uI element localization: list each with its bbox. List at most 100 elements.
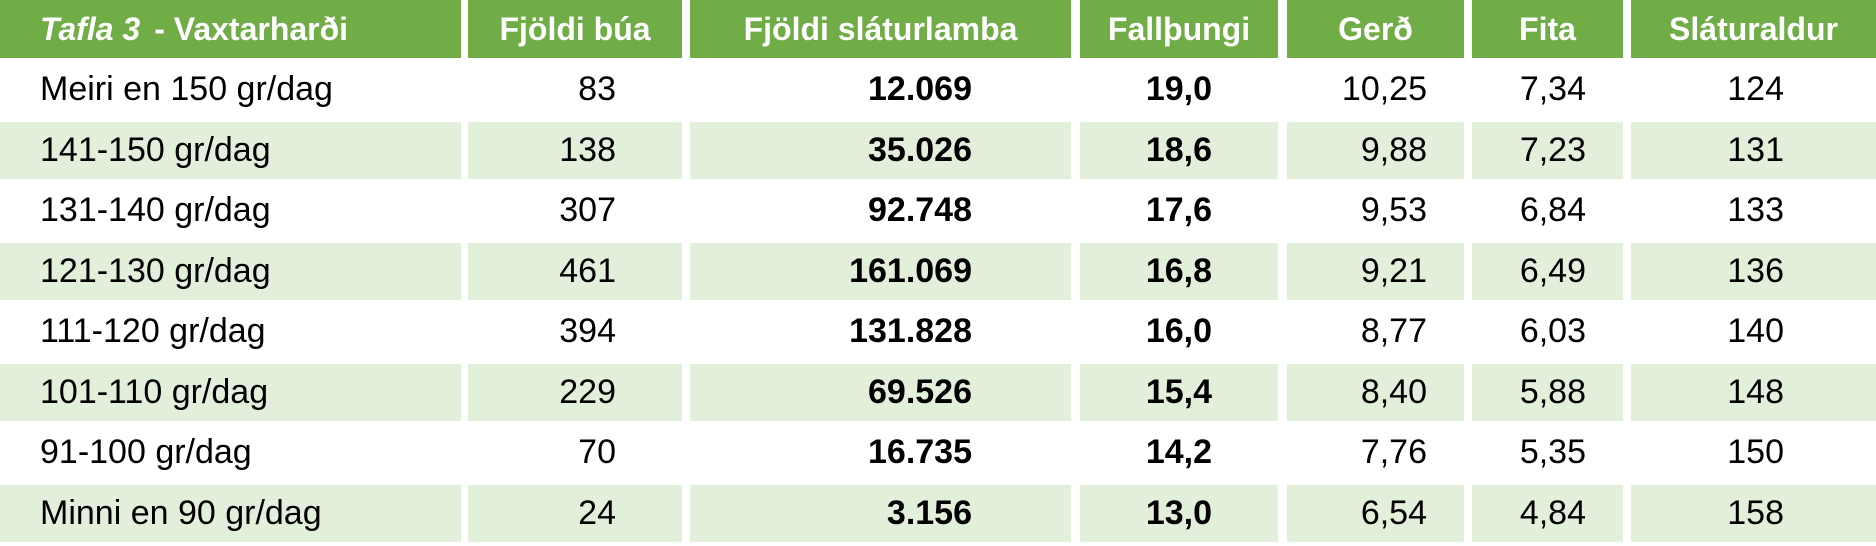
cell-value: 5,88 xyxy=(1519,372,1586,411)
value-cell: 12.069 xyxy=(690,61,1071,119)
cell-value: 92.748 xyxy=(868,191,972,230)
value-cell: 133 xyxy=(1631,182,1876,240)
value-cell: 16.735 xyxy=(690,424,1071,482)
cell-value: 140 xyxy=(1727,312,1784,351)
cell-value: 131 xyxy=(1727,130,1784,169)
cell-value: 10,25 xyxy=(1341,70,1427,109)
cell-value: 6,54 xyxy=(1360,493,1427,532)
value-cell: 10,25 xyxy=(1287,61,1464,119)
value-cell: 7,76 xyxy=(1287,424,1464,482)
value-cell: 3.156 xyxy=(690,484,1071,542)
value-cell: 13,0 xyxy=(1080,484,1278,542)
column-header: Fjöldi búa xyxy=(468,0,682,58)
column-header-text: Fita xyxy=(1519,10,1576,47)
cell-value: 16,8 xyxy=(1145,251,1212,290)
row-label-cell: Meiri en 150 gr/dag xyxy=(0,61,461,119)
value-cell: 70 xyxy=(468,424,682,482)
row-label-cell: Minni en 90 gr/dag xyxy=(0,484,461,542)
value-cell: 461 xyxy=(468,242,682,300)
cell-value: 6,49 xyxy=(1519,251,1586,290)
value-cell: 7,34 xyxy=(1472,61,1623,119)
column-header: Fallþungi xyxy=(1080,0,1278,58)
cell-value: 6,03 xyxy=(1519,312,1586,351)
cell-value: 136 xyxy=(1727,251,1784,290)
row-label-cell: 101-110 gr/dag xyxy=(0,363,461,421)
value-cell: 16,0 xyxy=(1080,303,1278,361)
row-label-cell: 111-120 gr/dag xyxy=(0,303,461,361)
cell-value: 394 xyxy=(559,312,616,351)
value-cell: 6,54 xyxy=(1287,484,1464,542)
cell-value: 13,0 xyxy=(1145,493,1212,532)
cell-value: 138 xyxy=(559,130,616,169)
row-label: 141-150 gr/dag xyxy=(40,130,271,169)
value-cell: 131.828 xyxy=(690,303,1071,361)
value-cell: 307 xyxy=(468,182,682,240)
value-cell: 6,84 xyxy=(1472,182,1623,240)
value-cell: 9,88 xyxy=(1287,121,1464,179)
cell-value: 4,84 xyxy=(1519,493,1586,532)
column-header: Sláturaldur xyxy=(1631,0,1876,58)
header-cell: Tafla 3 - Vaxtarharði xyxy=(0,0,461,58)
cell-value: 83 xyxy=(578,70,616,109)
value-cell: 7,23 xyxy=(1472,121,1623,179)
cell-value: 19,0 xyxy=(1145,70,1212,109)
row-label: 91-100 gr/dag xyxy=(40,433,252,472)
value-cell: 140 xyxy=(1631,303,1876,361)
cell-value: 6,84 xyxy=(1519,191,1586,230)
column-header-text: Gerð xyxy=(1338,10,1413,47)
cell-value: 148 xyxy=(1727,372,1784,411)
value-cell: 17,6 xyxy=(1080,182,1278,240)
cell-value: 5,35 xyxy=(1519,433,1586,472)
cell-value: 14,2 xyxy=(1145,433,1212,472)
row-label-cell: 131-140 gr/dag xyxy=(0,182,461,240)
value-cell: 136 xyxy=(1631,242,1876,300)
column-header: Fita xyxy=(1472,0,1623,58)
column-header-text: Sláturaldur xyxy=(1669,10,1838,47)
value-cell: 138 xyxy=(468,121,682,179)
value-cell: 24 xyxy=(468,484,682,542)
row-label: 131-140 gr/dag xyxy=(40,191,271,230)
value-cell: 18,6 xyxy=(1080,121,1278,179)
value-cell: 8,40 xyxy=(1287,363,1464,421)
cell-value: 8,40 xyxy=(1360,372,1427,411)
value-cell: 92.748 xyxy=(690,182,1071,240)
cell-value: 16.735 xyxy=(868,433,972,472)
column-header: Gerð xyxy=(1287,0,1464,58)
row-label: 111-120 gr/dag xyxy=(40,312,266,351)
cell-value: 7,23 xyxy=(1519,130,1586,169)
column-header-text: Fallþungi xyxy=(1107,10,1251,47)
value-cell: 14,2 xyxy=(1080,424,1278,482)
value-cell: 9,53 xyxy=(1287,182,1464,240)
cell-value: 9,88 xyxy=(1360,130,1427,169)
cell-value: 16,0 xyxy=(1145,312,1212,351)
value-cell: 131 xyxy=(1631,121,1876,179)
row-label: Minni en 90 gr/dag xyxy=(40,493,322,532)
table-title: - Vaxtarharði xyxy=(154,10,349,47)
cell-value: 24 xyxy=(578,493,616,532)
cell-value: 12.069 xyxy=(868,70,972,109)
cell-value: 150 xyxy=(1727,433,1784,472)
value-cell: 4,84 xyxy=(1472,484,1623,542)
cell-value: 158 xyxy=(1727,493,1784,532)
value-cell: 124 xyxy=(1631,61,1876,119)
cell-value: 69.526 xyxy=(868,372,972,411)
cell-value: 35.026 xyxy=(868,130,972,169)
cell-value: 9,21 xyxy=(1360,251,1427,290)
cell-value: 131.828 xyxy=(849,312,972,351)
value-cell: 148 xyxy=(1631,363,1876,421)
column-header-text: Fjöldi sláturlamba xyxy=(743,10,1018,47)
value-cell: 6,49 xyxy=(1472,242,1623,300)
column-header-text: Fjöldi búa xyxy=(499,10,651,47)
row-label-cell: 91-100 gr/dag xyxy=(0,424,461,482)
value-cell: 35.026 xyxy=(690,121,1071,179)
value-cell: 150 xyxy=(1631,424,1876,482)
cell-value: 161.069 xyxy=(849,251,972,290)
value-cell: 69.526 xyxy=(690,363,1071,421)
row-label: 121-130 gr/dag xyxy=(40,251,271,290)
value-cell: 9,21 xyxy=(1287,242,1464,300)
cell-value: 7,76 xyxy=(1360,433,1427,472)
table-number: Tafla 3 xyxy=(40,10,141,47)
cell-value: 9,53 xyxy=(1360,191,1427,230)
value-cell: 8,77 xyxy=(1287,303,1464,361)
